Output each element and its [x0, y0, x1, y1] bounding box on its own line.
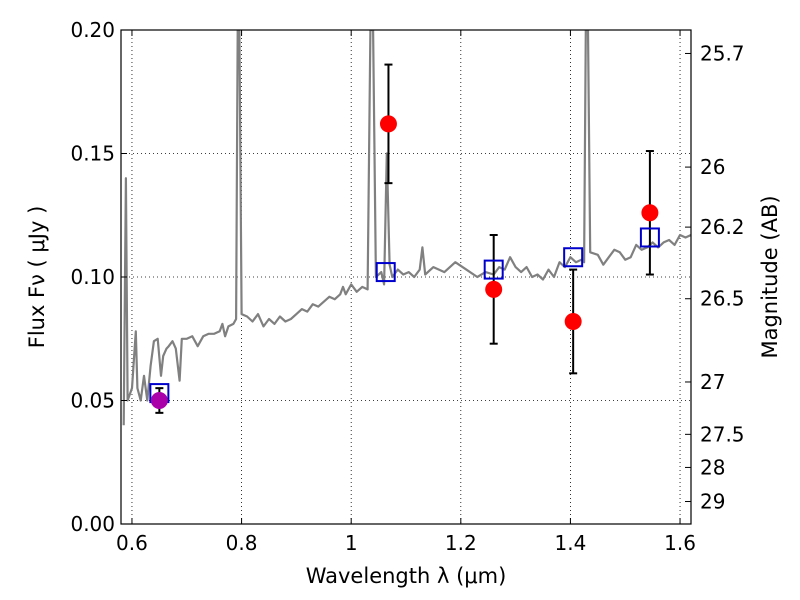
model-point	[483, 259, 504, 280]
right-tick-label: 25.7	[700, 41, 745, 65]
x-tick-label: 1.6	[664, 531, 696, 555]
right-tick-label: 26	[700, 155, 725, 179]
x-tick-label: 1.2	[445, 531, 477, 555]
right-tick-label: 27.5	[700, 422, 745, 446]
x-tick-label: 1.4	[555, 531, 587, 555]
right-tick-label: 26.2	[700, 215, 745, 239]
model-point	[375, 262, 396, 283]
spectrum-line	[122, 30, 691, 426]
observed-point	[379, 115, 397, 133]
observed-point	[564, 312, 582, 330]
y-tick-label: 0.10	[70, 265, 115, 289]
plot-area	[122, 30, 691, 426]
observed-point	[641, 204, 659, 222]
x-tick-label: 0.6	[116, 531, 148, 555]
y-tick-label: 0.20	[70, 18, 115, 42]
x-tick-label: 1	[345, 531, 358, 555]
x-tick-label: 0.8	[226, 531, 258, 555]
right-tick-label: 27	[700, 370, 725, 394]
right-tick-label: 28	[700, 455, 725, 479]
right-axis-ticks: 25.7 26 26.2 26.5 27 27.5 28 29	[685, 41, 745, 514]
y-tick-label: 0.00	[70, 512, 115, 536]
y-axis-label: Flux Fν ( μJy )	[25, 206, 49, 349]
model-point	[639, 227, 660, 248]
right-tick-label: 26.5	[700, 287, 745, 311]
y-tick-label: 0.05	[70, 389, 115, 413]
observed-highlight-point	[150, 392, 168, 409]
observed-point	[485, 280, 503, 298]
model-point	[563, 247, 584, 268]
y-tick-label: 0.15	[70, 142, 115, 166]
right-axis-label: Magnitude (AB)	[758, 195, 782, 358]
grid	[121, 29, 691, 525]
y-axis-ticks: 0.00 0.05 0.10 0.15 0.20	[70, 18, 127, 536]
right-tick-label: 29	[700, 490, 725, 514]
x-axis-label: Wavelength λ (μm)	[306, 564, 507, 588]
x-axis-ticks: 0.6 0.8 1 1.2 1.4 1.6	[116, 30, 696, 555]
plot-contents	[122, 30, 691, 426]
